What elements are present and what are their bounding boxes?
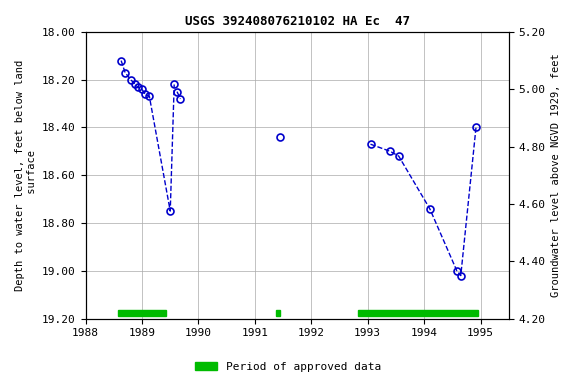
Y-axis label: Groundwater level above NGVD 1929, feet: Groundwater level above NGVD 1929, feet: [551, 53, 561, 297]
Title: USGS 392408076210102 HA Ec  47: USGS 392408076210102 HA Ec 47: [185, 15, 410, 28]
Bar: [276, 310, 280, 316]
Bar: [118, 310, 166, 316]
Bar: [358, 310, 478, 316]
Legend: Period of approved data: Period of approved data: [191, 358, 385, 377]
Y-axis label: Depth to water level, feet below land
 surface: Depth to water level, feet below land su…: [15, 60, 37, 291]
